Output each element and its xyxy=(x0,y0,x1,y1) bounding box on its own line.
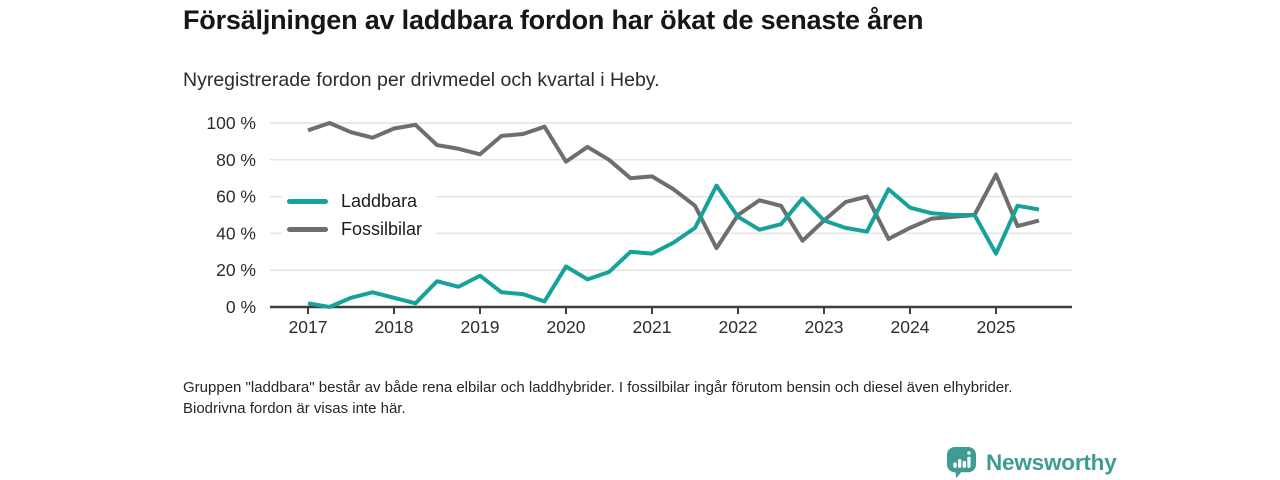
y-axis-tick-label: 0 % xyxy=(226,297,256,317)
series-line-fossilbilar xyxy=(307,121,1040,251)
x-axis-tick-label: 2021 xyxy=(633,317,672,337)
chart-title: Försäljningen av laddbara fordon har öka… xyxy=(183,5,924,35)
x-axis-tick-label: 2018 xyxy=(375,317,414,337)
x-axis-tick-label: 2025 xyxy=(977,317,1016,337)
y-axis-tick-label: 80 % xyxy=(216,150,256,170)
bar-chart-bubble-icon xyxy=(946,447,977,479)
x-axis-tick-label: 2022 xyxy=(719,317,758,337)
newsworthy-wordmark: Newsworthy xyxy=(986,449,1117,475)
chart-subtitle: Nyregistrerade fordon per drivmedel och … xyxy=(183,69,660,91)
legend-swatch-laddbara xyxy=(287,198,328,204)
y-axis-tick-label: 100 % xyxy=(206,113,256,133)
legend-label-laddbara: Laddbara xyxy=(341,191,418,211)
y-axis-tick-label: 60 % xyxy=(216,187,256,207)
newsworthy-logo: Newsworthy xyxy=(946,446,1117,479)
x-axis-tick-label: 2020 xyxy=(547,317,586,337)
x-axis-tick-label: 2024 xyxy=(891,317,930,337)
series-line-laddbara xyxy=(307,183,1040,309)
x-axis-tick-label: 2023 xyxy=(805,317,844,337)
y-axis-tick-label: 40 % xyxy=(216,223,256,243)
legend-swatch-fossilbilar xyxy=(287,226,328,232)
legend-label-fossilbilar: Fossilbilar xyxy=(341,219,423,239)
legend-item-laddbara: Laddbara xyxy=(287,187,422,215)
x-axis-tick-label: 2017 xyxy=(289,317,328,337)
chart-footnote: Gruppen "laddbara" består av både rena e… xyxy=(183,379,1013,417)
chart-legend: Laddbara Fossilbilar xyxy=(282,185,437,245)
x-axis-tick-label: 2019 xyxy=(461,317,500,337)
legend-item-fossilbilar: Fossilbilar xyxy=(287,215,422,243)
line-chart-canvas: 0 % 20 % 40 % 60 % 80 % 100 % 2017 2018 2019 2020… xyxy=(206,113,1072,337)
y-axis-tick-label: 20 % xyxy=(216,260,256,280)
